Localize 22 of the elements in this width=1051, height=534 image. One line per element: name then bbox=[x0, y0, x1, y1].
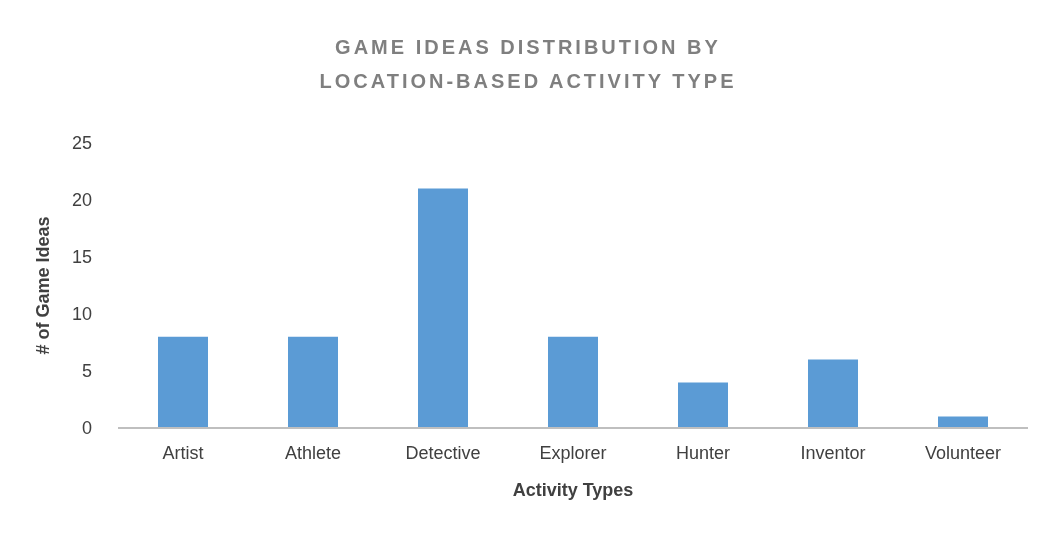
x-tick-label: Athlete bbox=[284, 442, 342, 463]
x-tick-label: Explorer bbox=[539, 442, 607, 463]
y-tick-label: 15 bbox=[71, 247, 92, 268]
bar bbox=[548, 336, 598, 428]
x-tick-label: Artist bbox=[162, 442, 204, 463]
x-tick-label: Volunteer bbox=[924, 442, 1002, 463]
x-tick-label: Inventor bbox=[800, 442, 866, 463]
y-tick-label: 25 bbox=[71, 133, 92, 154]
x-tick-label: Detective bbox=[405, 442, 481, 463]
bar bbox=[288, 336, 338, 428]
bar bbox=[678, 382, 728, 428]
y-tick-label: 10 bbox=[71, 304, 92, 325]
y-tick-label: 5 bbox=[81, 361, 92, 382]
bar bbox=[418, 188, 468, 428]
bar bbox=[158, 336, 208, 428]
y-axis-title: # of Game Ideas bbox=[33, 216, 54, 355]
x-axis-title: Activity Types bbox=[512, 479, 634, 500]
bar bbox=[808, 359, 858, 428]
chart-title: GAME IDEAS DISTRIBUTION BY LOCATION-BASED ACTIVITY TYPE bbox=[318, 35, 738, 94]
y-tick-label: 20 bbox=[71, 190, 92, 211]
y-tick-label: 0 bbox=[81, 418, 92, 439]
x-tick-label: Hunter bbox=[675, 442, 731, 463]
